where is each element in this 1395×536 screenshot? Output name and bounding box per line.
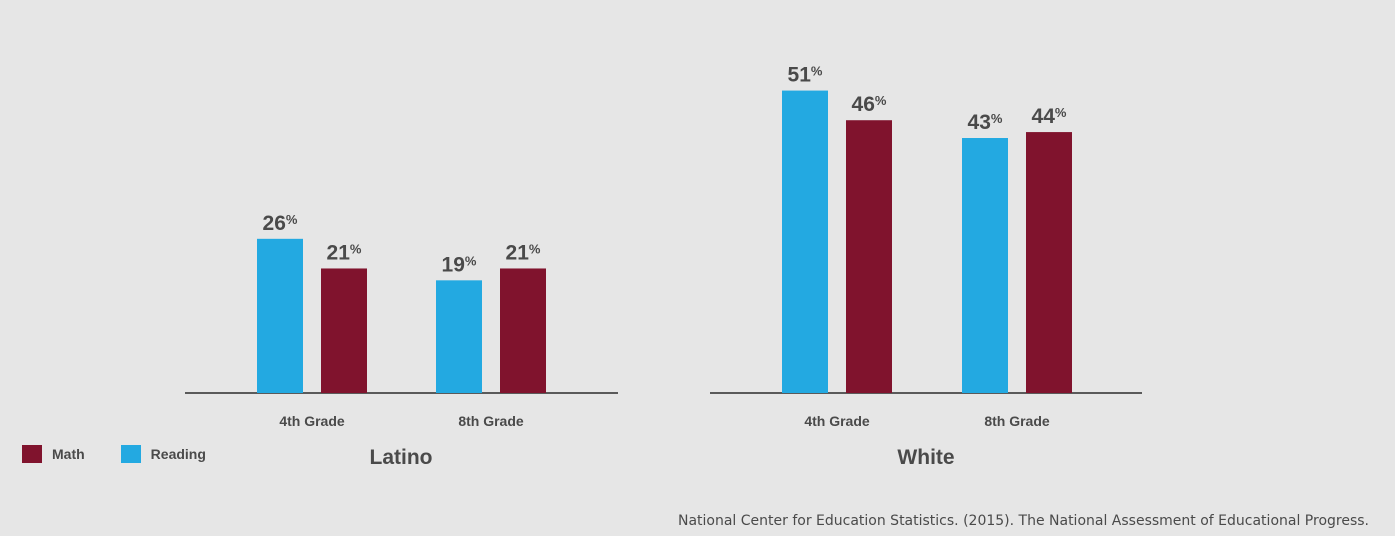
bar-latino-8th-grade-reading: [436, 280, 482, 393]
tick-label-latino-8th-grade: 8th Grade: [458, 413, 524, 429]
legend-swatch-reading: [120, 445, 141, 463]
data-label-white-4th-grade-reading: 51%: [788, 64, 823, 87]
data-label-white-8th-grade-math: 44%: [1032, 105, 1067, 128]
data-label-latino-4th-grade-reading: 26%: [263, 212, 298, 235]
data-label-latino-8th-grade-reading: 19%: [442, 253, 477, 276]
legend-item-math: Math: [22, 445, 85, 463]
legend-swatch-math: [22, 445, 42, 463]
legend: Math Reading: [22, 445, 242, 463]
chart-title-latino: Latino: [370, 446, 433, 469]
chart-panel-latino: 26% 21% 4th Grade 19% 21% 8th Grade Latino: [185, 212, 618, 469]
tick-label-white-8th-grade: 8th Grade: [984, 413, 1050, 429]
chart-panel-white: 51% 46% 4th Grade 43% 44% 8th Grade White: [710, 64, 1142, 469]
tick-label-latino-4th-grade: 4th Grade: [279, 413, 345, 429]
bar-white-8th-grade-math: [1026, 132, 1072, 393]
data-label-latino-4th-grade-math: 21%: [327, 241, 362, 264]
legend-label-reading: Reading: [150, 446, 206, 462]
bar-white-4th-grade-reading: [782, 90, 828, 393]
legend-item-reading: Reading: [120, 445, 206, 463]
bar-white-8th-grade-reading: [962, 138, 1008, 393]
tick-label-white-4th-grade: 4th Grade: [804, 413, 870, 429]
bar-latino-4th-grade-math: [321, 268, 367, 393]
bar-latino-4th-grade-reading: [257, 238, 303, 393]
source-citation: National Center for Education Statistics…: [677, 513, 1369, 529]
bar-white-4th-grade-math: [846, 120, 892, 393]
data-label-latino-8th-grade-math: 21%: [506, 241, 541, 264]
chart-title-white: White: [897, 446, 954, 469]
bar-latino-8th-grade-math: [500, 268, 546, 393]
data-label-white-4th-grade-math: 46%: [852, 93, 887, 116]
legend-label-math: Math: [52, 446, 85, 462]
data-label-white-8th-grade-reading: 43%: [968, 111, 1003, 134]
